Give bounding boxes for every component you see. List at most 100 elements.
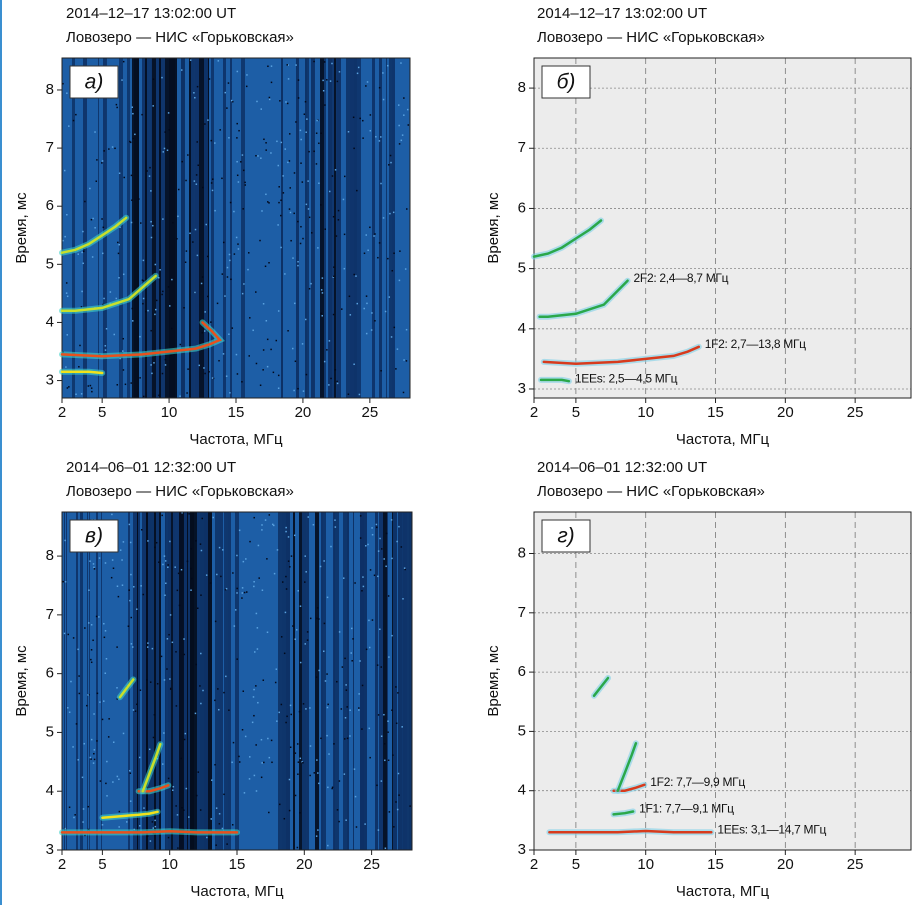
noise-speckle xyxy=(261,210,263,212)
noise-speckle xyxy=(68,125,70,127)
noise-speckle xyxy=(138,198,140,200)
noise-speckle xyxy=(380,780,383,782)
noise-speckle xyxy=(265,193,267,196)
noise-stripe xyxy=(321,512,323,850)
noise-speckle xyxy=(112,567,115,569)
noise-speckle xyxy=(151,372,153,375)
y-tick-label: 7 xyxy=(46,139,54,156)
noise-speckle xyxy=(388,164,390,166)
noise-speckle xyxy=(155,299,158,302)
noise-speckle xyxy=(228,709,230,711)
noise-speckle xyxy=(131,106,134,108)
noise-speckle xyxy=(297,97,300,99)
panel-title: 2014–12–17 13:02:00 UT xyxy=(66,5,236,22)
noise-stripe xyxy=(364,512,367,850)
noise-speckle xyxy=(152,827,155,829)
noise-speckle xyxy=(309,617,312,620)
noise-speckle xyxy=(270,348,272,351)
noise-speckle xyxy=(324,680,327,682)
noise-speckle xyxy=(206,836,208,839)
noise-speckle xyxy=(388,296,391,298)
noise-speckle xyxy=(382,72,384,74)
noise-speckle xyxy=(82,262,84,265)
noise-speckle xyxy=(259,239,261,242)
noise-speckle xyxy=(152,224,154,227)
noise-speckle xyxy=(334,169,337,171)
noise-speckle xyxy=(154,546,156,549)
noise-speckle xyxy=(378,140,381,142)
noise-speckle xyxy=(336,680,338,683)
noise-speckle xyxy=(359,537,362,539)
noise-speckle xyxy=(294,302,296,305)
noise-speckle xyxy=(320,312,323,315)
noise-speckle xyxy=(356,72,359,75)
noise-speckle xyxy=(139,689,142,691)
noise-speckle xyxy=(313,772,316,774)
noise-speckle xyxy=(93,758,96,761)
noise-speckle xyxy=(333,266,335,268)
noise-speckle xyxy=(130,643,133,645)
noise-speckle xyxy=(214,699,216,702)
noise-speckle xyxy=(236,554,238,557)
noise-speckle xyxy=(373,235,375,237)
noise-speckle xyxy=(282,175,284,177)
noise-speckle xyxy=(342,198,345,201)
noise-speckle xyxy=(245,85,248,88)
noise-speckle xyxy=(323,360,326,363)
noise-speckle xyxy=(82,230,84,233)
noise-speckle xyxy=(130,382,132,384)
noise-speckle xyxy=(75,393,77,396)
noise-speckle xyxy=(93,752,95,755)
noise-speckle xyxy=(209,582,212,584)
noise-speckle xyxy=(129,140,131,143)
y-tick-label: 3 xyxy=(46,372,54,389)
noise-speckle xyxy=(145,310,147,313)
noise-speckle xyxy=(82,808,85,810)
trace xyxy=(101,810,159,819)
noise-speckle xyxy=(261,589,264,591)
panel-label-box xyxy=(69,519,119,553)
noise-speckle xyxy=(267,201,269,203)
noise-speckle xyxy=(64,235,66,238)
noise-speckle xyxy=(90,218,93,221)
noise-speckle xyxy=(150,236,153,239)
noise-speckle xyxy=(242,169,245,172)
noise-speckle xyxy=(345,684,347,686)
noise-speckle xyxy=(241,154,244,156)
noise-speckle xyxy=(163,732,165,734)
noise-stripe xyxy=(314,58,315,398)
noise-speckle xyxy=(238,755,240,758)
noise-speckle xyxy=(152,78,155,80)
noise-speckle xyxy=(391,634,393,637)
noise-speckle xyxy=(267,737,269,740)
trace xyxy=(616,742,638,792)
noise-speckle xyxy=(403,114,405,116)
noise-stripe xyxy=(343,512,347,850)
noise-speckle xyxy=(158,561,160,563)
x-tick-label: 15 xyxy=(707,856,724,873)
noise-speckle xyxy=(343,773,346,775)
noise-speckle xyxy=(301,761,303,763)
noise-speckle xyxy=(142,297,145,300)
noise-speckle xyxy=(389,154,392,157)
noise-speckle xyxy=(249,317,251,319)
noise-speckle xyxy=(397,692,399,694)
noise-speckle xyxy=(87,805,89,808)
noise-speckle xyxy=(355,275,357,277)
noise-speckle xyxy=(232,741,235,744)
noise-speckle xyxy=(219,129,221,131)
noise-speckle xyxy=(255,154,257,157)
noise-speckle xyxy=(66,295,69,298)
noise-speckle xyxy=(64,580,67,583)
noise-speckle xyxy=(306,118,308,120)
noise-speckle xyxy=(287,536,290,538)
panel: 2014–12–17 13:02:00 UT Ловозеро — НИС «Го… xyxy=(13,5,411,448)
noise-speckle xyxy=(362,576,364,578)
noise-speckle xyxy=(101,218,103,220)
noise-speckle xyxy=(88,622,90,624)
noise-speckle xyxy=(286,64,289,66)
noise-speckle xyxy=(172,221,174,224)
noise-speckle xyxy=(369,756,371,759)
noise-speckle xyxy=(91,390,93,393)
noise-speckle xyxy=(380,369,382,372)
